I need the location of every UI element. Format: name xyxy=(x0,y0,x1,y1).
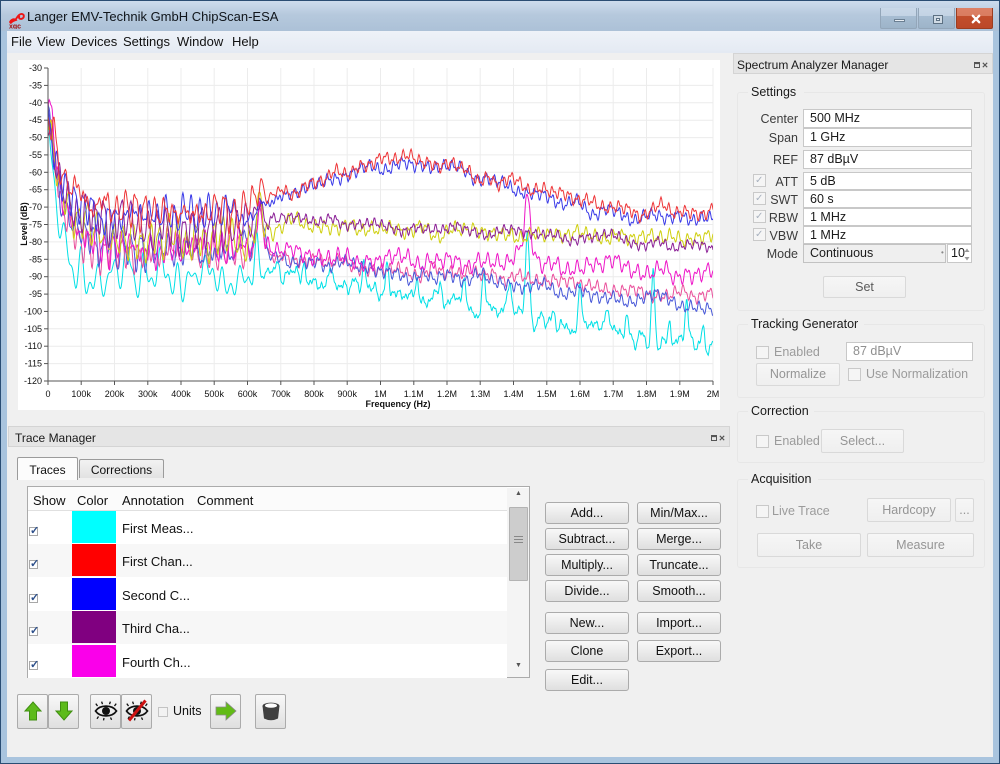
svg-text:-90: -90 xyxy=(29,272,42,282)
svg-text:0: 0 xyxy=(45,389,50,399)
svg-text:1.3M: 1.3M xyxy=(470,389,490,399)
svg-text:800k: 800k xyxy=(304,389,324,399)
svg-text:xqc: xqc xyxy=(9,24,21,30)
svg-text:-75: -75 xyxy=(29,220,42,230)
svg-text:2M: 2M xyxy=(707,389,720,399)
svg-text:-80: -80 xyxy=(29,237,42,247)
svg-text:1.1M: 1.1M xyxy=(404,389,424,399)
svg-text:-120: -120 xyxy=(24,376,42,386)
svg-text:600k: 600k xyxy=(238,389,258,399)
svg-text:500k: 500k xyxy=(204,389,224,399)
svg-text:-45: -45 xyxy=(29,115,42,125)
svg-text:1.5M: 1.5M xyxy=(537,389,557,399)
svg-text:1M: 1M xyxy=(374,389,387,399)
svg-text:400k: 400k xyxy=(171,389,191,399)
svg-text:700k: 700k xyxy=(271,389,291,399)
svg-text:-110: -110 xyxy=(25,341,42,351)
svg-text:-115: -115 xyxy=(25,359,42,369)
svg-text:-55: -55 xyxy=(29,150,42,160)
svg-text:1.6M: 1.6M xyxy=(570,389,590,399)
svg-text:-65: -65 xyxy=(29,185,42,195)
svg-text:100k: 100k xyxy=(71,389,91,399)
svg-text:-50: -50 xyxy=(29,133,42,143)
svg-text:-30: -30 xyxy=(29,63,42,73)
svg-text:900k: 900k xyxy=(337,389,357,399)
svg-text:1.8M: 1.8M xyxy=(636,389,656,399)
svg-text:-100: -100 xyxy=(24,306,42,316)
svg-text:300k: 300k xyxy=(138,389,158,399)
svg-text:-95: -95 xyxy=(29,289,42,299)
svg-text:1.2M: 1.2M xyxy=(437,389,457,399)
svg-text:-85: -85 xyxy=(29,254,42,264)
svg-text:-40: -40 xyxy=(29,98,42,108)
svg-text:-70: -70 xyxy=(29,202,42,212)
svg-text:1.7M: 1.7M xyxy=(603,389,623,399)
svg-text:1.4M: 1.4M xyxy=(503,389,523,399)
svg-text:-35: -35 xyxy=(29,80,42,90)
svg-text:Level (dB): Level (dB) xyxy=(19,202,29,246)
svg-text:-60: -60 xyxy=(29,167,42,177)
svg-text:-105: -105 xyxy=(24,324,42,334)
svg-text:1.9M: 1.9M xyxy=(670,389,690,399)
svg-text:Frequency (Hz): Frequency (Hz) xyxy=(365,399,430,409)
svg-text:200k: 200k xyxy=(105,389,125,399)
